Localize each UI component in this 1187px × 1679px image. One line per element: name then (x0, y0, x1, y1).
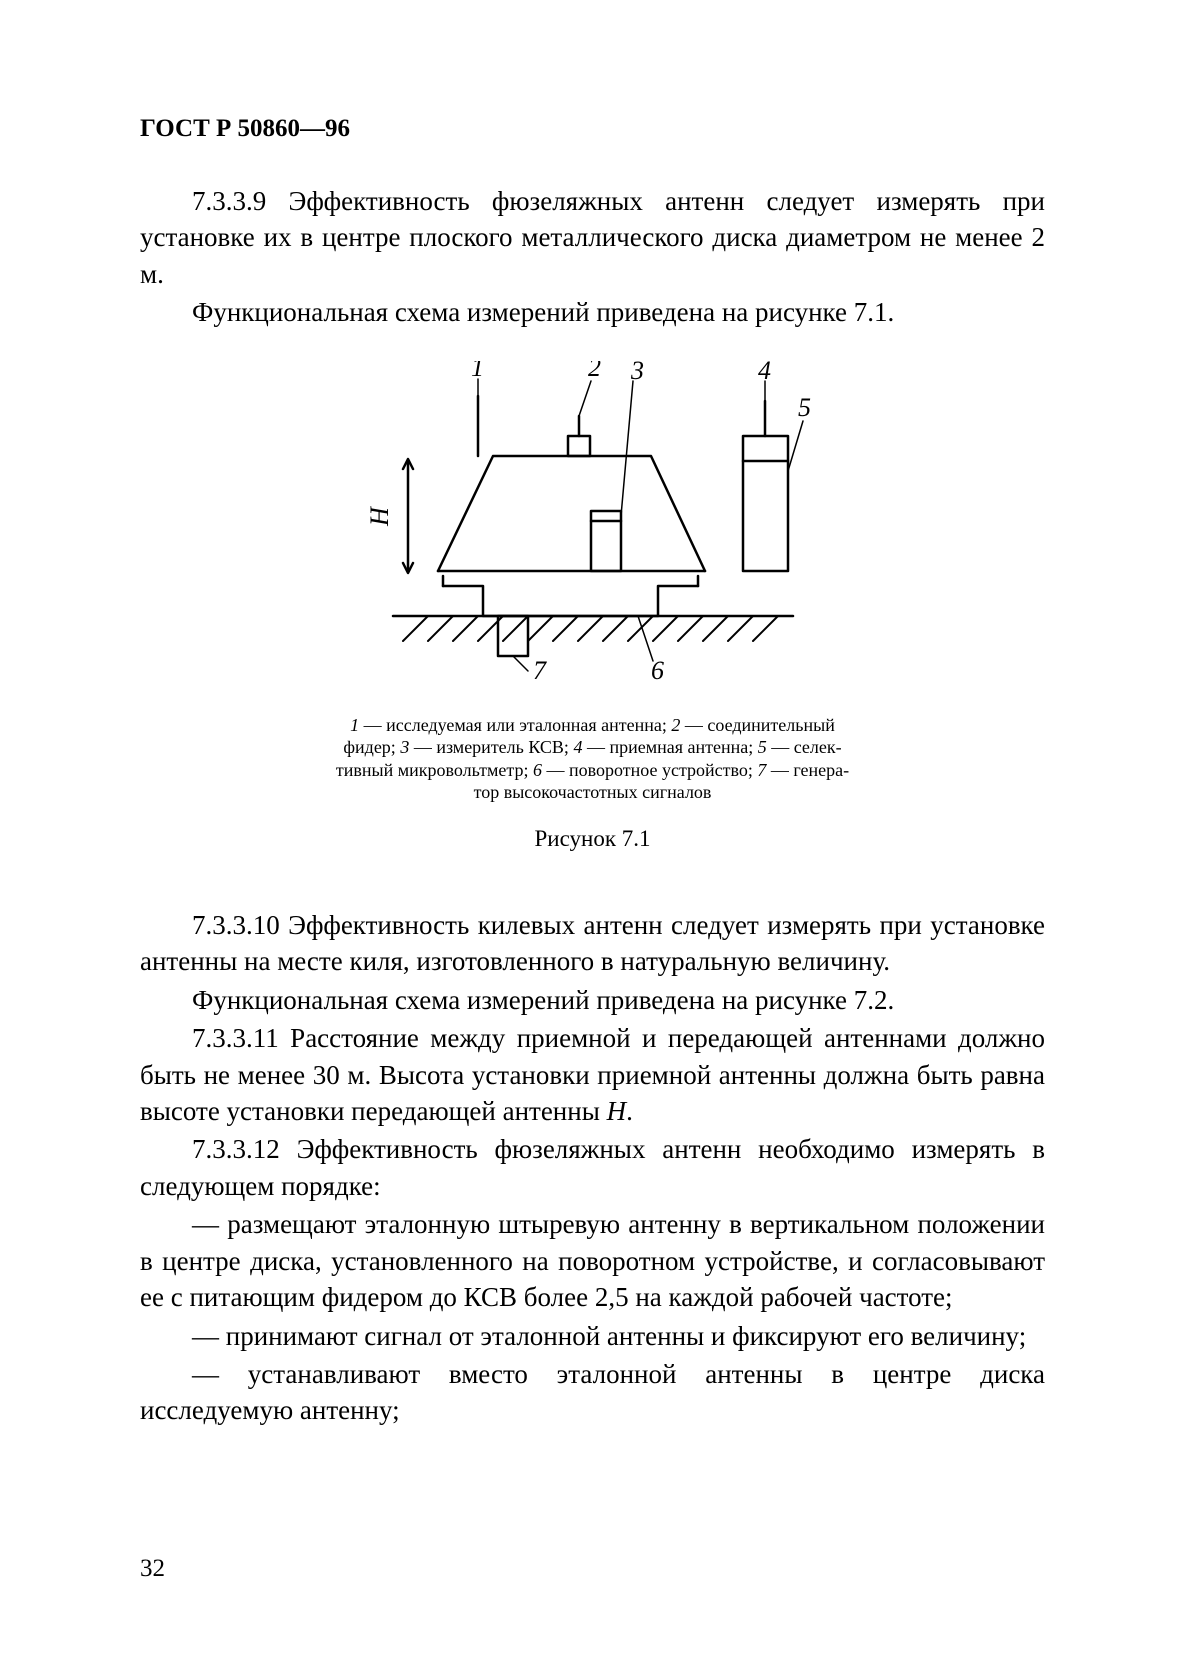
symbol-H: H (607, 1096, 627, 1126)
legend-6: 6 (533, 760, 542, 780)
fig-label-2: 2 (588, 361, 601, 382)
fig-label-3: 3 (630, 361, 644, 385)
paragraph-73310b: Функциональная схема измерений приведена… (140, 982, 1045, 1018)
bullet-2: — принимают сигнал от эталонной антенны … (140, 1318, 1045, 1354)
fig-label-H: H (365, 506, 394, 527)
paragraph-73310: 7.3.3.10 Эффективность килевых антенн сл… (140, 907, 1045, 980)
paragraph-73311-text: 7.3.3.11 Расстояние между приемной и пер… (140, 1023, 1045, 1126)
bullet-1: — размещают эталонную штыревую антенну в… (140, 1206, 1045, 1315)
legend-text: — поворотное устройство; (542, 760, 757, 780)
legend-text: фидер; (343, 737, 400, 757)
upper-text-block: 7.3.3.9 Эффективность фюзеляжных антенн … (140, 183, 1045, 331)
paragraph-73311-end: . (626, 1096, 633, 1126)
paragraph-7339b: Функциональная схема измерений приведена… (140, 294, 1045, 330)
fig-label-6: 6 (651, 656, 664, 681)
figure-caption: Рисунок 7.1 (140, 826, 1045, 852)
legend-1: 1 (350, 715, 359, 735)
fig-label-5: 5 (798, 393, 811, 422)
page-number: 32 (140, 1555, 165, 1583)
document-header: ГОСТ Р 50860—96 (140, 115, 1045, 143)
fig-label-1: 1 (471, 361, 484, 382)
legend-text: — селек- (767, 737, 842, 757)
lower-text-block: 7.3.3.10 Эффективность килевых антенн сл… (140, 907, 1045, 1429)
bullet-3: — устанавливают вместо эталонной антенны… (140, 1356, 1045, 1429)
figure-svg: 1 2 3 4 5 6 7 H (333, 361, 853, 681)
legend-text: — исследуемая или эталонная антенна; (359, 715, 671, 735)
paragraph-7339: 7.3.3.9 Эффективность фюзеляжных антенн … (140, 183, 1045, 292)
legend-3: 3 (400, 737, 409, 757)
legend-text: — соединительный (680, 715, 834, 735)
fig-label-7: 7 (533, 656, 547, 681)
page-content: ГОСТ Р 50860—96 7.3.3.9 Эффективность фю… (140, 115, 1045, 1431)
figure-legend: 1 — исследуемая или эталонная антенна; 2… (293, 714, 893, 804)
legend-text: тор высокочастотных сигналов (474, 782, 712, 802)
legend-5: 5 (758, 737, 767, 757)
paragraph-73312: 7.3.3.12 Эффективность фюзеляжных антенн… (140, 1131, 1045, 1204)
legend-text: — генера- (766, 760, 849, 780)
legend-text: — измеритель КСВ; (409, 737, 573, 757)
figure-7-1: 1 2 3 4 5 6 7 H 1 — исследуемая или этал… (140, 361, 1045, 852)
legend-text: — приемная антенна; (582, 737, 757, 757)
paragraph-73311: 7.3.3.11 Расстояние между приемной и пер… (140, 1020, 1045, 1129)
fig-label-4: 4 (758, 361, 771, 385)
legend-text: тивный микровольтметр; (336, 760, 533, 780)
